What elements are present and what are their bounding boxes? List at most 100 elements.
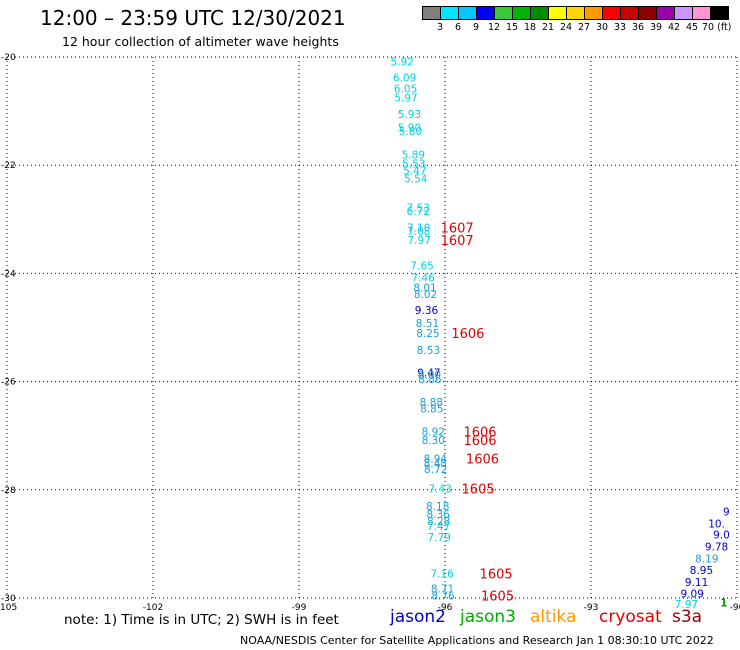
colorbar-label: 15 bbox=[505, 22, 519, 33]
wave-height-label: 5.97 bbox=[394, 93, 417, 105]
colorbar-label: 70 (ft) bbox=[702, 22, 732, 33]
wave-height-label: 10. bbox=[708, 518, 725, 530]
wave-height-label: 9.36 bbox=[415, 305, 439, 317]
colorbar-label: 18 bbox=[523, 22, 537, 33]
wave-height-label: 5.92 bbox=[390, 56, 413, 68]
wave-height-label: 5.93 bbox=[398, 109, 421, 121]
hour-label: 1605 bbox=[480, 568, 513, 583]
wave-height-label: 8.92 bbox=[422, 426, 445, 438]
hour-label: 1606 bbox=[463, 425, 496, 440]
wave-height-label: 8.48 bbox=[424, 458, 447, 470]
wave-height-label: 9.11 bbox=[685, 577, 708, 589]
wave-height-label: 8.25 bbox=[416, 328, 439, 340]
wave-height-label: 8.30 bbox=[422, 435, 445, 447]
wave-height-label: 8.28 bbox=[427, 516, 450, 528]
colorbar-label: 33 bbox=[613, 22, 627, 33]
wave-height-label: 7.65 bbox=[410, 260, 433, 272]
wave-height-plot: -105 -102 -99 -96 -93 -90 -20 -22 -24 -26 -28 -30 5… bbox=[0, 53, 740, 610]
hour-label: 1607 bbox=[441, 234, 474, 249]
wave-height-label: 8.76 bbox=[431, 590, 455, 602]
wave-height-label: 5.89 bbox=[402, 149, 425, 161]
x-tick-label: -90 bbox=[730, 603, 740, 610]
axis-ticks: -105 -102 -99 -96 -93 -90 -20 -22 -24 -26 -28 -30 bbox=[0, 53, 740, 610]
x-tick-label: -105 bbox=[0, 603, 17, 610]
colorbar-swatch bbox=[710, 6, 729, 20]
chart-title: 12:00 – 23:59 UTC 12/30/2021 bbox=[40, 6, 346, 30]
y-tick-label: -28 bbox=[1, 486, 16, 496]
wave-height-label: 7.79 bbox=[427, 532, 450, 544]
wave-height-colorbar: 3 6 9 12 15 18 21 24 27 30 33 36 39 42 45 70 (ft) bbox=[422, 6, 731, 36]
colorbar-label: 27 bbox=[577, 22, 591, 33]
x-tick-label: -99 bbox=[292, 603, 307, 610]
hour-label: 1606 bbox=[466, 452, 499, 467]
wave-height-label: 8.72 bbox=[424, 464, 447, 476]
footer-note: note: 1) Time is in UTC; 2) SWH is in fe… bbox=[64, 612, 339, 628]
wave-height-label: 5.53 bbox=[402, 159, 425, 171]
hour-label: 1605 bbox=[462, 483, 495, 498]
hour-label: 1606 bbox=[451, 327, 484, 342]
wave-height-label: 9.09 bbox=[681, 589, 704, 601]
wave-height-label: 7.08 bbox=[407, 226, 430, 238]
wave-height-label: 8.18 bbox=[426, 501, 449, 513]
colorbar-label: 6 bbox=[454, 22, 462, 33]
x-tick-label: -93 bbox=[584, 603, 599, 610]
wave-height-label: 5.54 bbox=[404, 174, 428, 186]
y-tick-label: -20 bbox=[1, 53, 16, 63]
colorbar-label: 39 bbox=[649, 22, 663, 33]
legend-altika: altika bbox=[530, 607, 577, 627]
wave-height-label: 8.88 bbox=[420, 397, 443, 409]
wave-height-label: 6.09 bbox=[393, 73, 416, 85]
wave-height-label: 5.90 bbox=[398, 122, 421, 134]
wave-height-label: 7.97 bbox=[408, 235, 431, 247]
wave-height-labels: 5.92 6.096.055.97 5.935.905.80 5.895.535.47… bbox=[390, 56, 729, 610]
wave-height-label: 6.05 bbox=[394, 83, 417, 95]
wave-height-label: 8.95 bbox=[690, 565, 713, 577]
credit-line: NOAA/NESDIS Center for Satellite Applica… bbox=[240, 634, 714, 647]
y-tick-label: -22 bbox=[1, 161, 16, 171]
wave-height-label: 8.51 bbox=[416, 318, 439, 330]
wave-height-label: 7.10 bbox=[407, 222, 430, 234]
y-tick-label: -24 bbox=[1, 269, 16, 279]
wave-height-label: 9.0 bbox=[713, 530, 730, 542]
wave-height-label: 7.53 bbox=[407, 202, 430, 214]
wave-height-label: 5.80 bbox=[399, 126, 422, 138]
colorbar-label: 30 bbox=[595, 22, 609, 33]
x-tick-label: -102 bbox=[143, 603, 163, 610]
colorbar-label: 3 bbox=[436, 22, 444, 33]
wave-height-label: 8.36 bbox=[426, 509, 450, 521]
wave-height-label: 7.97 bbox=[675, 599, 698, 610]
colorbar-label: 12 bbox=[487, 22, 501, 33]
legend-s3a: s3a bbox=[672, 607, 703, 627]
colorbar-label: 42 bbox=[667, 22, 681, 33]
wave-height-label: 7.47 bbox=[427, 521, 450, 533]
colorbar-label: 36 bbox=[631, 22, 645, 33]
wave-height-label: 9.78 bbox=[705, 542, 728, 554]
wave-height-label: 8.02 bbox=[414, 289, 437, 301]
wave-height-label: 8.53 bbox=[417, 345, 440, 357]
wave-height-label: 9.47 bbox=[417, 367, 440, 379]
chart-subtitle: 12 hour collection of altimeter wave hei… bbox=[62, 34, 339, 49]
wave-height-label: 8.01 bbox=[413, 282, 436, 294]
wave-height-label: 7.43 bbox=[428, 484, 451, 496]
colorbar-label: 24 bbox=[559, 22, 573, 33]
x-tick-label: -96 bbox=[438, 603, 453, 610]
grid-lines bbox=[6, 56, 738, 599]
colorbar-label: 21 bbox=[541, 22, 555, 33]
wave-height-label: 8.85 bbox=[420, 404, 443, 416]
wave-height-label: 1 bbox=[720, 597, 727, 609]
wave-height-label: 9.00 bbox=[418, 370, 441, 382]
legend-jason3: jason3 bbox=[460, 607, 516, 627]
colorbar-label: 9 bbox=[472, 22, 480, 33]
wave-height-label: 9 bbox=[723, 506, 730, 518]
hour-label: 1605 bbox=[481, 589, 514, 604]
wave-height-label: 8.86 bbox=[418, 374, 442, 386]
colorbar-label: 45 bbox=[685, 22, 699, 33]
wave-height-label: 5.47 bbox=[403, 166, 426, 178]
legend-jason2: jason2 bbox=[390, 607, 446, 627]
hour-label: 1606 bbox=[463, 434, 496, 449]
wave-height-label: 7.16 bbox=[430, 569, 454, 581]
wave-height-label: 8.19 bbox=[695, 554, 718, 566]
hour-label: 1607 bbox=[441, 221, 474, 236]
